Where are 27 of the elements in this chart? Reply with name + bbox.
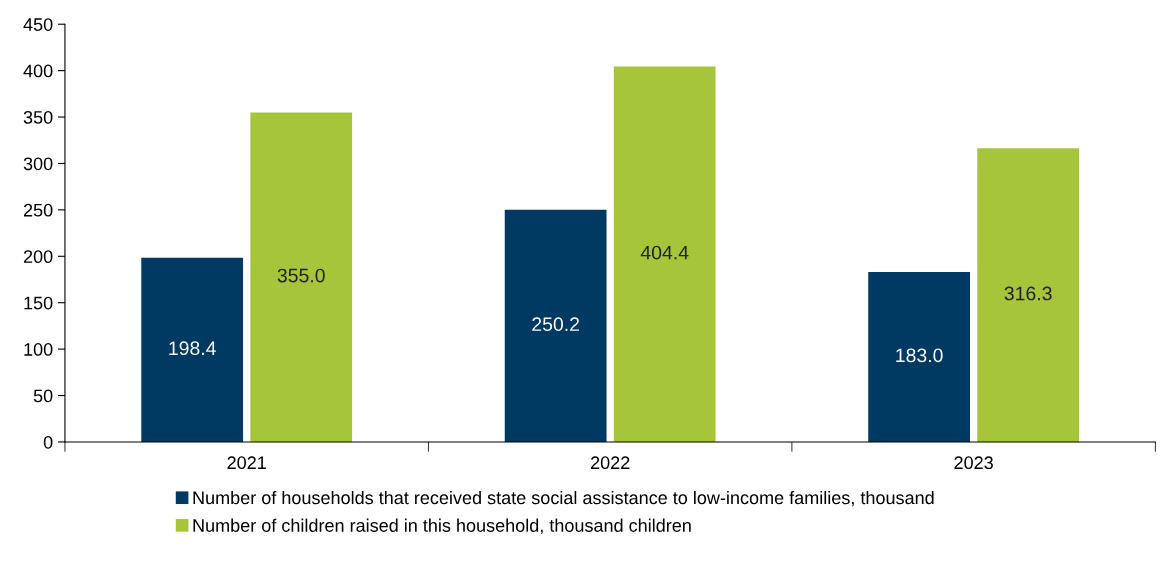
bar [250,112,353,442]
y-tick-label: 100 [24,343,53,356]
bar [141,257,244,442]
legend-label: Number of children raised in this household, thousand children [193,518,691,535]
x-tick-label: 2022 [590,456,630,470]
y-tick-label: 450 [23,18,53,31]
data-label: 183.0 [896,348,943,363]
data-label: 404.4 [640,245,689,260]
legend-label: Number of households that received state social assistance to low-income families, thousand [193,490,934,507]
bar [504,209,607,442]
x-tick-label: 2021 [227,456,266,470]
x-tick-label: 2023 [954,456,993,470]
y-tick-label: 400 [23,64,53,78]
bar [977,148,1080,442]
data-label: 250.2 [532,317,579,332]
data-label: 355.0 [277,268,325,283]
y-tick-label: 250 [23,203,53,217]
y-tick-label: 150 [24,296,53,310]
y-tick-label: 50 [33,389,53,403]
bar [868,272,970,442]
y-tick-label: 0 [43,435,53,449]
y-tick-label: 200 [23,250,53,264]
data-label: 198.4 [169,341,216,356]
y-tick-label: 300 [23,157,53,171]
bar [613,66,716,442]
y-tick-label: 350 [23,110,53,124]
data-label: 316.3 [1004,286,1052,301]
